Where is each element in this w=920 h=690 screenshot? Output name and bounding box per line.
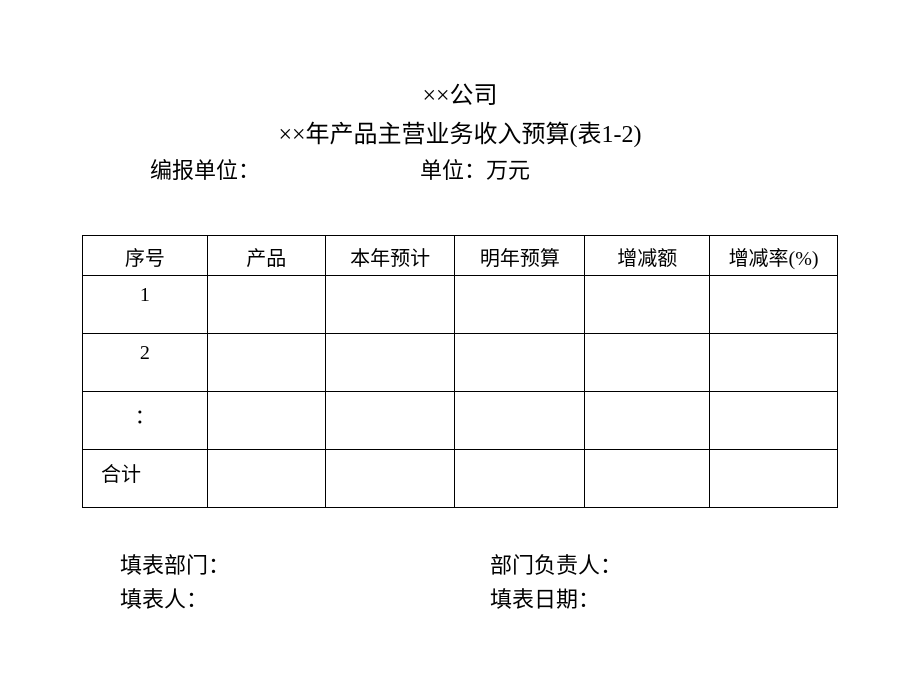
cell-seq: 2 <box>83 334 208 392</box>
footer-right-column: 部门负责人： 填表日期： <box>490 548 622 616</box>
cell-estimate <box>325 450 455 508</box>
table-row: 1 <box>83 276 838 334</box>
filler-label: 填表人： <box>120 582 490 614</box>
col-header-product: 产品 <box>207 236 325 276</box>
table-row: ： <box>83 392 838 450</box>
reporting-unit-label: 编报单位： <box>150 153 420 185</box>
footer-left-column: 填表部门： 填表人： <box>120 548 490 616</box>
cell-seq: 1 <box>83 276 208 334</box>
col-header-rate: 增减率(%) <box>710 236 838 276</box>
document-header: ××公司 ××年产品主营业务收入预算(表1-2) 编报单位： 单位：万元 <box>0 0 920 185</box>
cell-rate <box>710 334 838 392</box>
cell-diff <box>585 276 710 334</box>
table-header-row: 序号 产品 本年预计 明年预算 增减额 增减率(%) <box>83 236 838 276</box>
cell-seq: ： <box>83 392 208 450</box>
cell-budget <box>455 334 585 392</box>
currency-unit-label: 单位：万元 <box>420 153 530 185</box>
document-footer: 填表部门： 填表人： 部门负责人： 填表日期： <box>0 548 920 616</box>
cell-estimate <box>325 276 455 334</box>
cell-seq-total: 合计 <box>83 450 208 508</box>
col-header-budget: 明年预算 <box>455 236 585 276</box>
cell-rate <box>710 392 838 450</box>
filling-date-label: 填表日期： <box>490 582 622 614</box>
cell-estimate <box>325 334 455 392</box>
department-head-label: 部门负责人： <box>490 548 622 580</box>
col-header-diff: 增减额 <box>585 236 710 276</box>
cell-diff <box>585 334 710 392</box>
cell-estimate <box>325 392 455 450</box>
cell-diff <box>585 392 710 450</box>
subheader-row: 编报单位： 单位：万元 <box>0 153 920 185</box>
col-header-estimate: 本年预计 <box>325 236 455 276</box>
cell-product <box>207 334 325 392</box>
cell-product <box>207 392 325 450</box>
cell-rate <box>710 276 838 334</box>
cell-diff <box>585 450 710 508</box>
filling-department-label: 填表部门： <box>120 548 490 580</box>
table-row: 2 <box>83 334 838 392</box>
cell-budget <box>455 450 585 508</box>
budget-table: 序号 产品 本年预计 明年预算 增减额 增减率(%) 1 2 <box>82 235 838 508</box>
cell-budget <box>455 392 585 450</box>
budget-table-container: 序号 产品 本年预计 明年预算 增减额 增减率(%) 1 2 <box>0 235 920 508</box>
cell-product <box>207 276 325 334</box>
title-company: ××公司 <box>0 75 920 110</box>
title-main: ××年产品主营业务收入预算(表1-2) <box>0 114 920 149</box>
cell-budget <box>455 276 585 334</box>
cell-product <box>207 450 325 508</box>
cell-rate <box>710 450 838 508</box>
table-row-total: 合计 <box>83 450 838 508</box>
col-header-seq: 序号 <box>83 236 208 276</box>
